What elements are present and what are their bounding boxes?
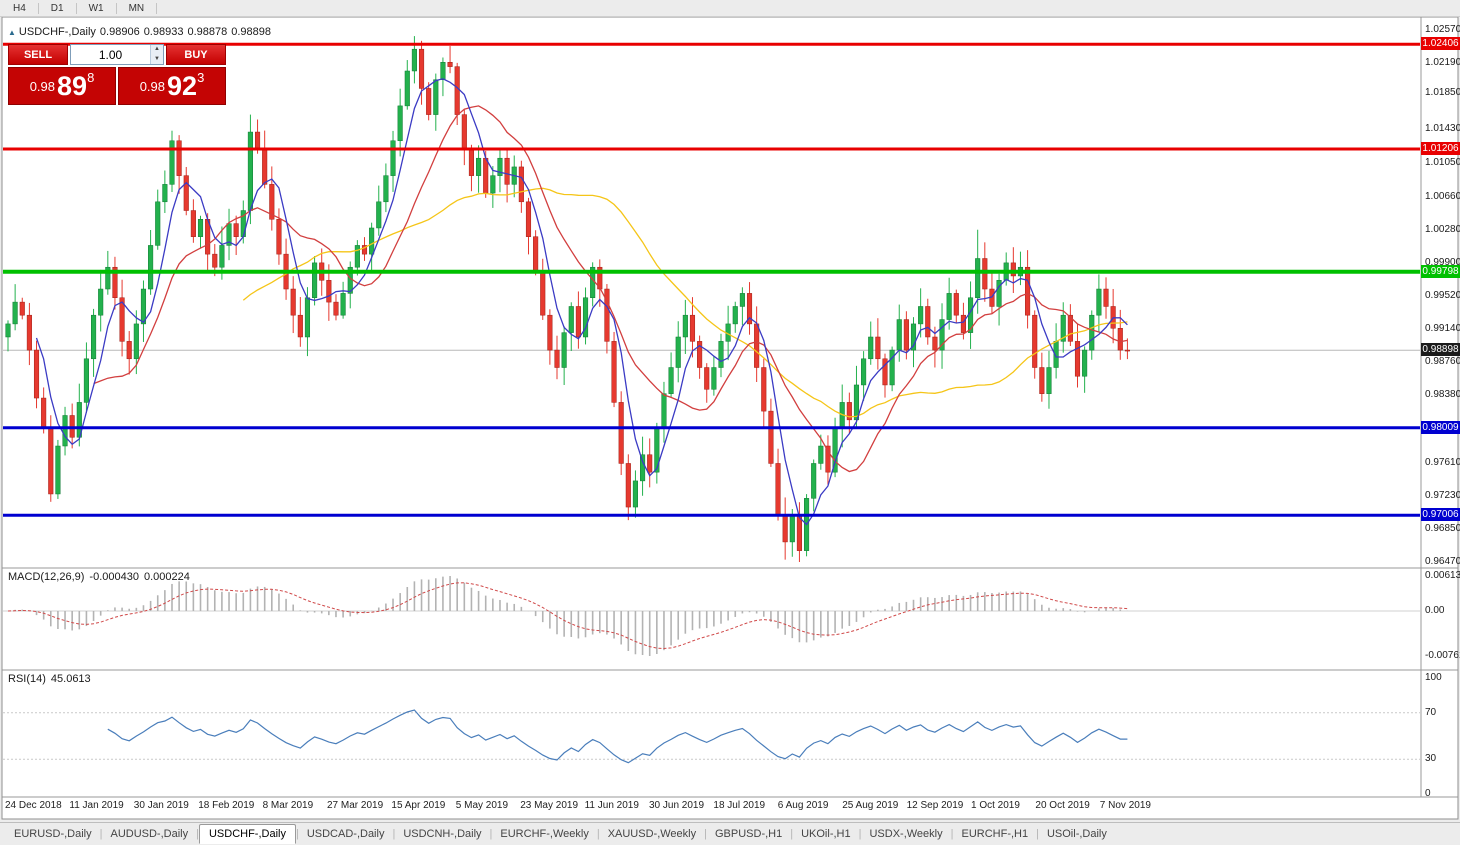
sell-price-small: 0.98 (29, 78, 56, 94)
chart-tab[interactable]: USOil-,Daily (1046, 828, 1107, 840)
sell-price-big: 89 (57, 71, 88, 101)
chart-tab[interactable]: AUDUSD-,Daily (110, 828, 189, 840)
volume-input[interactable] (71, 45, 150, 64)
timeframe-button-mn[interactable]: MN (128, 2, 145, 14)
rsi-line (107, 709, 1128, 764)
chart-tab[interactable]: EURCHF-,Weekly (500, 828, 589, 840)
ma-line (93, 105, 1128, 473)
chart-tab[interactable]: XAUUSD-,Weekly (607, 828, 697, 840)
tab-divider: | (596, 828, 600, 840)
timeframe-button-w1[interactable]: W1 (88, 2, 104, 14)
sell-button[interactable]: SELL (8, 44, 68, 65)
tab-divider: | (392, 828, 396, 840)
tab-divider: | (99, 828, 103, 840)
chart-tab[interactable]: USDCHF-,Daily (198, 824, 296, 844)
macd-histogram (14, 576, 1129, 656)
volume-up-icon[interactable]: ▲ (151, 45, 163, 55)
chart-tab[interactable]: USDX-,Weekly (869, 828, 943, 840)
sell-price-pip: 8 (87, 69, 95, 85)
ma-line (35, 78, 1128, 526)
chart-tab[interactable]: UKOil-,H1 (801, 828, 851, 840)
toolbar-divider (156, 2, 158, 14)
buy-price-big: 92 (167, 71, 198, 101)
tab-divider: | (950, 828, 954, 840)
toolbar-divider (37, 2, 39, 14)
timeframe-toolbar: H4 D1 W1 MN (0, 0, 1460, 17)
ma-line (242, 187, 1128, 418)
chart-tab[interactable]: EURCHF-,H1 (961, 828, 1029, 840)
tab-divider: | (1036, 828, 1039, 840)
tab-divider: | (790, 828, 794, 840)
buy-price-pip: 3 (197, 69, 205, 85)
timeframe-button-h4[interactable]: H4 (13, 2, 26, 14)
tab-divider: | (704, 828, 707, 840)
toolbar-divider (75, 2, 77, 14)
timeframe-button-d1[interactable]: D1 (50, 2, 64, 14)
one-click-trading-widget: SELL ▲ ▼ BUY 0.98 89 8 0.98 (8, 44, 226, 105)
volume-down-icon[interactable]: ▼ (151, 54, 163, 64)
volume-stepper: ▲ ▼ (70, 44, 164, 65)
chart-tab[interactable]: GBPUSD-,H1 (714, 828, 783, 840)
buy-price-small: 0.98 (139, 78, 166, 94)
sell-price-panel[interactable]: 0.98 89 8 (8, 67, 116, 105)
tab-divider: | (295, 828, 299, 840)
tab-divider: | (196, 828, 199, 840)
chart-tabs: EURUSD-,Daily | AUDUSD-,Daily | USDCHF-,Dail… (0, 822, 1460, 845)
tab-divider: | (489, 828, 493, 840)
volume-spin-buttons: ▲ ▼ (150, 45, 163, 64)
chart-tab[interactable]: USDCNH-,Daily (403, 828, 482, 840)
buy-price-panel[interactable]: 0.98 92 3 (118, 67, 226, 105)
chart-tab[interactable]: USDCAD-,Daily (306, 828, 385, 840)
chart-tab[interactable]: EURUSD-,Daily (14, 828, 92, 840)
toolbar-divider (115, 2, 117, 14)
tab-divider: | (858, 828, 862, 840)
buy-button[interactable]: BUY (166, 44, 226, 65)
